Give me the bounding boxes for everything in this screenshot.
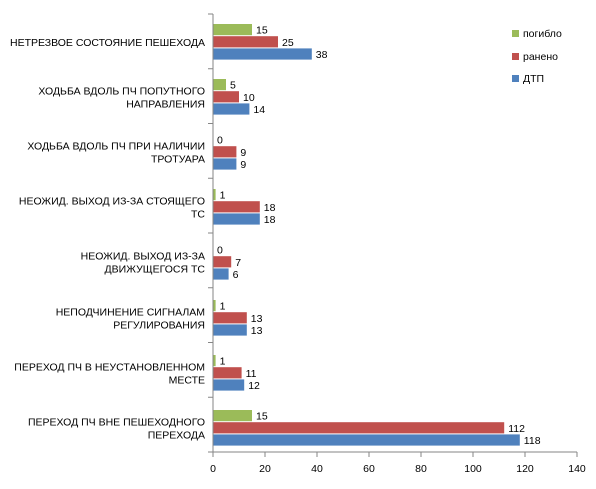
bar-0-6 [213, 355, 216, 367]
bar-0-0 [213, 24, 252, 36]
legend-swatch-0 [512, 30, 519, 37]
bar-1-0 [213, 36, 278, 48]
data-label-2-2: 9 [240, 159, 246, 171]
axes-group: 0 20 40 60 80 100 120 140 [208, 13, 586, 475]
data-label-0-5: 1 [220, 301, 226, 313]
data-label-2-0: 38 [316, 49, 328, 61]
data-label-1-3: 18 [264, 202, 276, 214]
data-label-1-6: 11 [246, 368, 257, 380]
data-label-1-2: 9 [240, 147, 246, 159]
data-label-2-3: 18 [264, 214, 276, 226]
category-label-1: ХОДЬБА ВДОЛЬ ПЧ ПОПУТНОГО НАПРАВЛЕНИЯ [38, 85, 205, 110]
data-label-0-4: 0 [217, 245, 223, 257]
bar-1-4 [213, 256, 232, 268]
data-label-2-1: 14 [253, 104, 265, 116]
bar-2-3 [213, 213, 260, 225]
legend-label-0: погибло [523, 28, 562, 40]
bar-1-5 [213, 312, 247, 324]
bar-2-6 [213, 379, 245, 391]
x-tick-label-5: 100 [464, 463, 482, 475]
data-label-0-7: 15 [256, 411, 268, 423]
data-label-0-1: 5 [230, 80, 236, 92]
data-label-2-5: 13 [251, 325, 263, 337]
data-label-1-0: 25 [282, 37, 294, 49]
data-label-1-1: 10 [243, 92, 255, 104]
legend-swatch-1 [512, 53, 519, 60]
bar-2-7 [213, 434, 520, 446]
bar-2-1 [213, 103, 250, 115]
data-label-1-5: 13 [251, 313, 263, 325]
bar-2-4 [213, 268, 229, 280]
bar-2-2 [213, 158, 237, 170]
data-label-1-4: 7 [235, 257, 241, 269]
category-label-7: ПЕРЕХОД ПЧ ВНЕ ПЕШЕХОДНОГО ПЕРЕХОДА [28, 416, 205, 441]
data-label-0-6: 1 [220, 356, 226, 368]
category-labels-group: НЕТРЕЗВОЕ СОСТОЯНИЕ ПЕШЕХОДА ХОДЬБА ВДОЛЬ… [10, 37, 206, 441]
legend-swatch-2 [512, 75, 519, 82]
bar-0-1 [213, 79, 226, 91]
data-label-2-7: 118 [524, 435, 541, 447]
data-label-0-2: 0 [217, 135, 223, 147]
data-label-2-4: 6 [233, 269, 239, 281]
category-label-2: ХОДЬБА ВДОЛЬ ПЧ ПРИ НАЛИЧИИ ТРОТУАРА [27, 140, 205, 165]
bar-0-5 [213, 300, 216, 312]
bar-0-3 [213, 189, 216, 201]
x-tick-label-0: 0 [210, 463, 216, 475]
data-label-2-6: 12 [248, 380, 260, 392]
x-tick-label-1: 20 [259, 463, 271, 475]
bar-0-7 [213, 410, 252, 422]
bar-2-5 [213, 324, 247, 336]
bar-1-7 [213, 422, 505, 434]
legend-label-2: ДТП [523, 73, 544, 85]
bar-1-1 [213, 91, 239, 103]
bar-1-6 [213, 367, 242, 379]
category-label-0: НЕТРЕЗВОЕ СОСТОЯНИЕ ПЕШЕХОДА [10, 37, 205, 49]
category-label-6: ПЕРЕХОД ПЧ В НЕУСТАНОВЛЕННОМ МЕСТЕ [14, 361, 205, 386]
data-label-1-7: 112 [508, 423, 525, 435]
category-label-4: НЕОЖИД. ВЫХОД ИЗ-ЗА ДВИЖУЩЕГОСЯ ТС [81, 250, 206, 275]
x-tick-label-3: 60 [363, 463, 375, 475]
x-tick-label-4: 80 [415, 463, 427, 475]
x-tick-label-6: 120 [516, 463, 534, 475]
legend: погибло ранено ДТП [512, 28, 562, 85]
category-label-5: НЕПОДЧИНЕНИЕ СИГНАЛАМ РЕГУЛИРОВАНИЯ [56, 306, 205, 331]
bars-group [213, 24, 520, 446]
bar-1-2 [213, 146, 237, 158]
bar-2-0 [213, 48, 312, 60]
category-label-3: НЕОЖИД. ВЫХОД ИЗ-ЗА СТОЯЩЕГО ТС [19, 195, 206, 220]
x-tick-label-7: 140 [568, 463, 586, 475]
data-label-0-0: 15 [256, 25, 268, 37]
data-label-0-3: 1 [220, 190, 226, 202]
bar-1-3 [213, 201, 260, 213]
x-tick-label-2: 40 [311, 463, 323, 475]
legend-label-1: ранено [523, 51, 558, 63]
